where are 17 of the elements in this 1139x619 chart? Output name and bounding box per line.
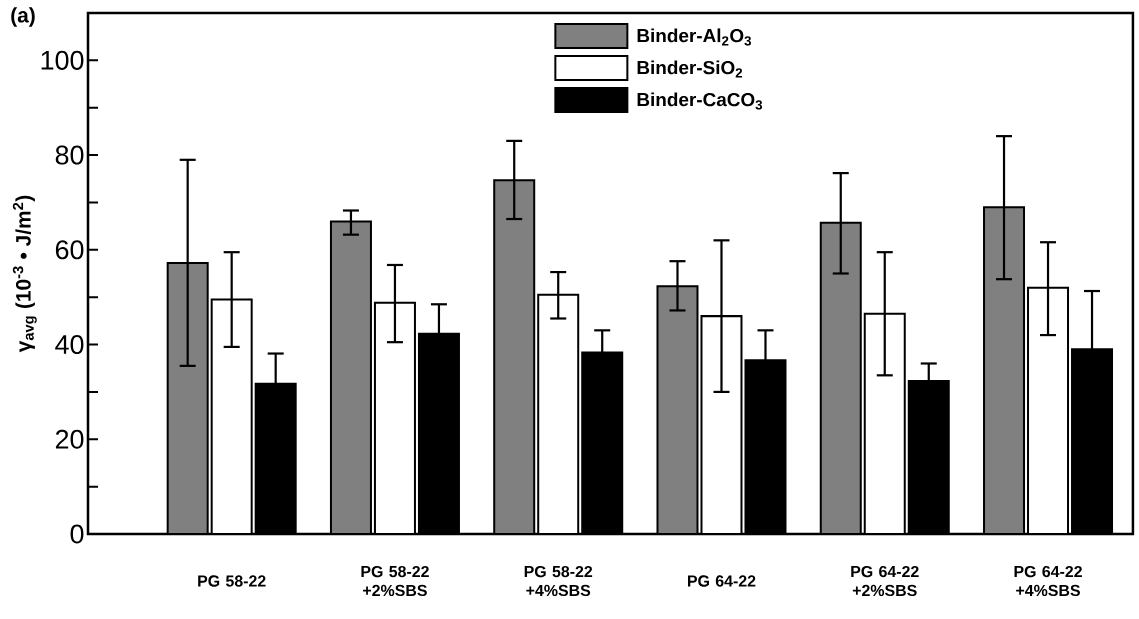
- text: (a): [11, 7, 35, 27]
- y-tick-label: 60: [55, 240, 84, 260]
- x-tick-label: PG 64-22: [687, 575, 756, 587]
- legend-label: Binder-CaCO$_{3}$: [637, 92, 763, 110]
- y-tick-label: 40: [55, 335, 84, 355]
- y-tick-label: 80: [55, 145, 84, 165]
- legend-label: Binder-Al$_{2}$O$_{3}$: [637, 28, 752, 46]
- x-tick-label: PG 64-22 +2%SBS: [851, 565, 919, 597]
- y-axis-title: γ$_{avg}$ (10$^{-3}$ • J/m$^{2}$): [12, 195, 37, 353]
- x-tick-label: PG 58-22: [198, 575, 266, 587]
- y-tick-label: 0: [70, 524, 84, 544]
- x-tick-label: PG 58-22 +4%SBS: [524, 565, 593, 597]
- x-tick-label: PG 58-22 +2%SBS: [361, 565, 429, 597]
- y-tick-label: 20: [55, 429, 84, 449]
- y-tick-label: 100: [41, 50, 84, 70]
- x-tick-label: PG 64-22 +4%SBS: [1014, 565, 1082, 597]
- legend-label: Binder-SiO$_{2}$: [637, 60, 743, 78]
